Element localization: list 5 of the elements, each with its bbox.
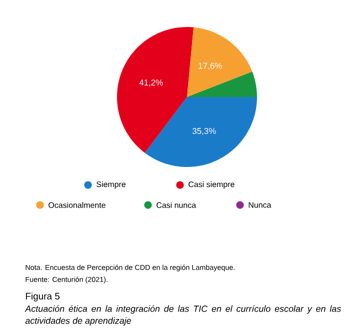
data-label: 17,6% — [198, 62, 222, 70]
text: Figura 5 — [26, 292, 60, 302]
data-label: 35,3% — [192, 128, 216, 135]
data-label: 41,2% — [139, 80, 163, 87]
text: Actuación ética en la integración de las TIC en el currículo escolar y en las actividades de aprendizaje — [24, 305, 341, 326]
